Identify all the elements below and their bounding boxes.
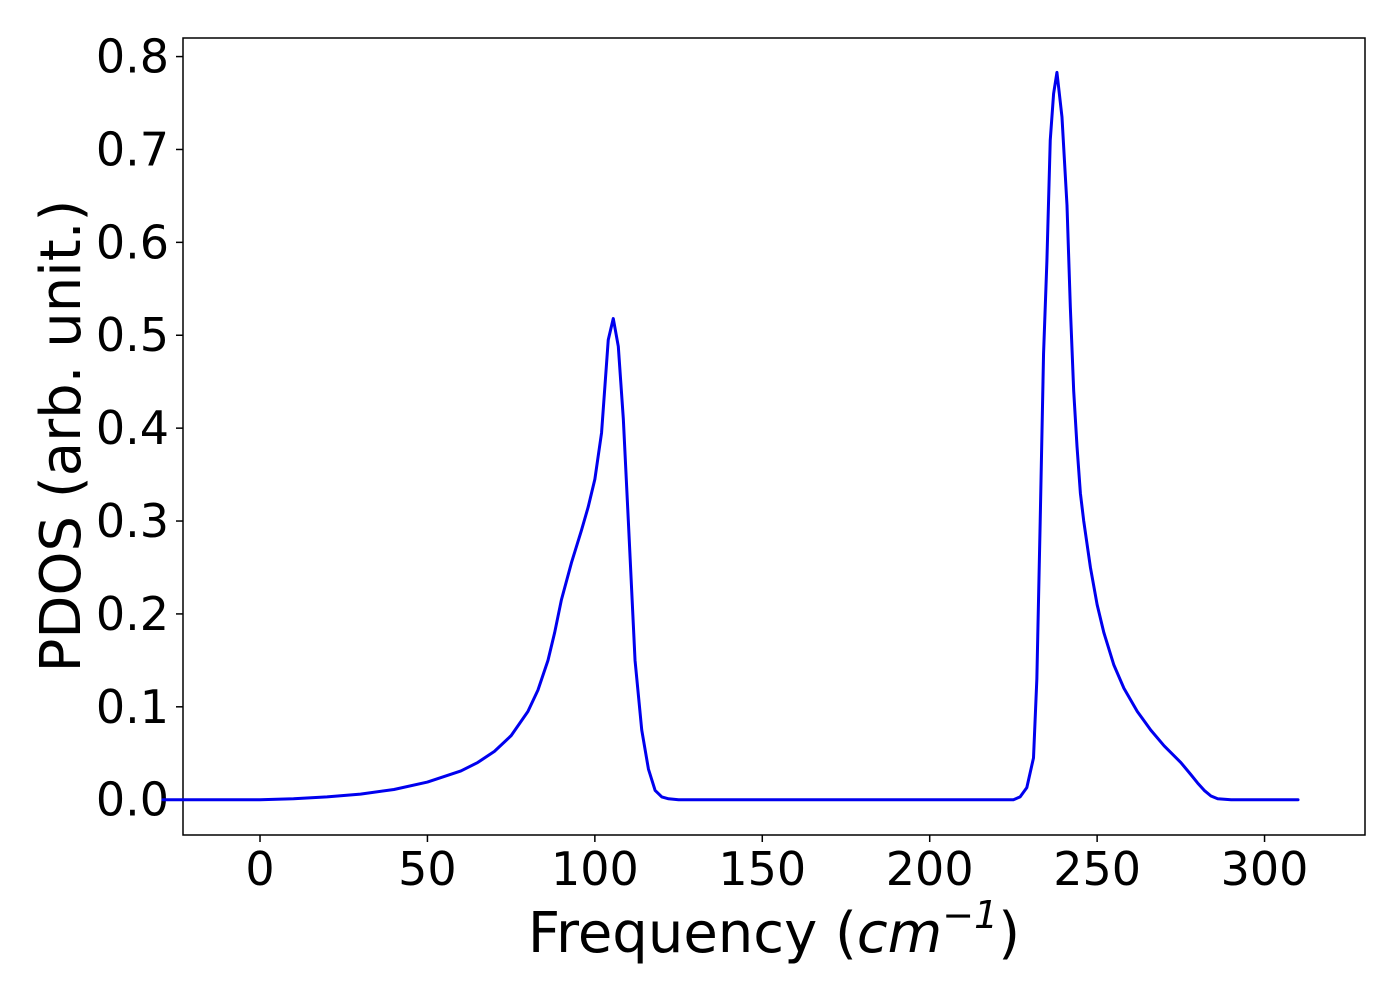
y-tick-label: 0.3 xyxy=(96,494,169,548)
x-tick-label: 100 xyxy=(551,842,639,896)
y-tick-label: 0.7 xyxy=(96,122,169,176)
x-tick-label: 0 xyxy=(245,842,274,896)
plot-area-frame xyxy=(182,37,1366,836)
y-axis-label: PDOS (arb. unit.) xyxy=(29,200,94,673)
x-tick-label: 50 xyxy=(398,842,457,896)
x-axis-label-exponent: −1 xyxy=(942,893,998,937)
y-axis-ticks: 0.0 0.1 0.2 0.3 0.4 0.5 0.6 0.7 0.8 xyxy=(96,30,183,827)
x-axis-label-prefix: Frequency ( xyxy=(528,901,857,966)
y-tick-label: 0.6 xyxy=(96,215,169,269)
y-tick-label: 0.1 xyxy=(96,680,169,734)
x-tick-label: 250 xyxy=(1053,842,1141,896)
series-layer xyxy=(161,70,1300,802)
x-axis-label-unit: cm xyxy=(857,901,942,966)
y-tick-label: 0.4 xyxy=(96,401,169,455)
x-axis-label: Frequency (cm−1) xyxy=(528,893,1020,966)
x-axis-ticks: 0 50 100 150 200 250 300 xyxy=(245,835,1308,896)
y-tick-label: 0.2 xyxy=(96,587,169,641)
y-tick-label: 0.8 xyxy=(96,30,169,84)
x-tick-label: 150 xyxy=(718,842,806,896)
pdos-series-line xyxy=(161,70,1300,802)
x-tick-label: 200 xyxy=(886,842,974,896)
y-tick-label: 0.0 xyxy=(96,773,169,827)
x-axis-label-suffix: ) xyxy=(998,901,1020,966)
x-tick-label: 300 xyxy=(1221,842,1309,896)
y-tick-label: 0.5 xyxy=(96,308,169,362)
